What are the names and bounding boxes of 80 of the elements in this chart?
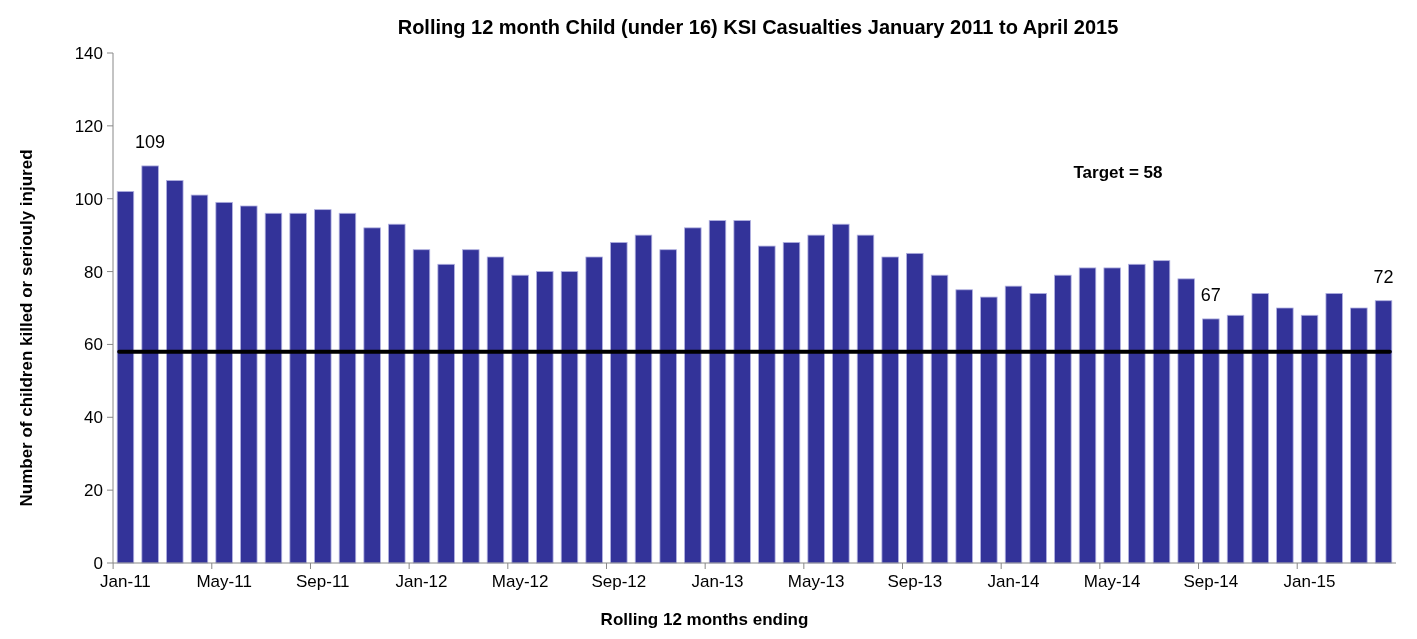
bar: [314, 209, 332, 564]
bar: [1128, 263, 1146, 564]
x-tick-label: May-12: [491, 572, 549, 591]
bar: [1276, 307, 1294, 564]
x-tick-label: May-13: [787, 572, 845, 591]
y-tick-label: 120: [74, 116, 103, 136]
bar: [1054, 274, 1072, 564]
bar: [955, 289, 973, 564]
bar: [733, 220, 751, 564]
bar: [1350, 307, 1368, 564]
data-label: 109: [135, 131, 166, 152]
x-tick-label: Jan-15: [1283, 572, 1336, 591]
bar: [930, 274, 949, 564]
y-tick-label: 20: [84, 481, 103, 501]
bar: [1202, 318, 1220, 564]
x-tick-label: Jan-13: [691, 572, 744, 591]
bar: [486, 256, 505, 564]
x-tick-label: May-11: [196, 572, 252, 591]
y-axis-title: Number of children killed or seriouly injured: [17, 149, 36, 507]
y-tick-label: 0: [93, 553, 103, 573]
bar: [363, 227, 381, 564]
bar: [215, 201, 233, 564]
bar: [881, 256, 899, 564]
bar: [338, 212, 357, 564]
y-tick-label: 40: [84, 408, 103, 428]
bar: [1226, 314, 1245, 564]
bar: [1078, 267, 1097, 564]
bar: [758, 245, 776, 564]
bar: [610, 242, 628, 564]
bar: [560, 271, 579, 564]
bar: [1152, 260, 1171, 564]
data-label: 72: [1373, 266, 1394, 287]
bar: [166, 180, 184, 564]
y-tick-label: 80: [84, 262, 103, 282]
bar: [1103, 267, 1121, 564]
bar: [807, 234, 825, 564]
bar: [264, 212, 283, 564]
bar: [585, 256, 603, 564]
bar: [634, 234, 653, 564]
bar: [240, 205, 258, 564]
bar: [1177, 278, 1195, 564]
bar: [462, 249, 480, 564]
bar: [782, 242, 801, 564]
bar: [906, 252, 924, 564]
bar: [141, 165, 159, 564]
x-tick-label: May-14: [1083, 572, 1141, 591]
y-tick-label: 140: [74, 43, 103, 63]
data-label: 67: [1200, 284, 1221, 305]
x-axis-title: Rolling 12 months ending: [600, 610, 809, 629]
x-tick-label: Jan-12: [395, 572, 448, 591]
x-tick-label: Sep-11: [296, 572, 350, 591]
x-tick-label: Sep-12: [591, 572, 647, 591]
bar: [437, 263, 455, 564]
bar: [856, 234, 875, 564]
bar: [412, 249, 431, 564]
y-tick-label: 60: [84, 335, 103, 355]
x-tick-label: Jan-14: [987, 572, 1040, 591]
bar: [511, 274, 529, 564]
bar: [1374, 300, 1393, 564]
x-tick-label: Jan-11: [100, 572, 151, 591]
bar: [980, 296, 998, 564]
x-tick-label: Sep-13: [887, 572, 943, 591]
bar: [190, 194, 209, 564]
ref-line-label: Target = 58: [1073, 163, 1163, 182]
bar: [1325, 293, 1343, 564]
bar: [832, 223, 850, 564]
bar: [388, 223, 406, 564]
chart-title: Rolling 12 month Child (under 16) KSI Casualties January 2011 to April 2015: [397, 16, 1119, 38]
bar: [536, 271, 554, 564]
bar: [116, 191, 135, 564]
bar: [1029, 293, 1047, 564]
bar: [1004, 285, 1023, 564]
bar: [1300, 314, 1319, 564]
bar: [289, 212, 307, 564]
x-tick-label: Sep-14: [1183, 572, 1239, 591]
bar: [1251, 293, 1269, 564]
y-tick-label: 100: [74, 189, 103, 209]
bar: [708, 220, 727, 564]
bar: [684, 227, 702, 564]
bar: [659, 249, 677, 564]
